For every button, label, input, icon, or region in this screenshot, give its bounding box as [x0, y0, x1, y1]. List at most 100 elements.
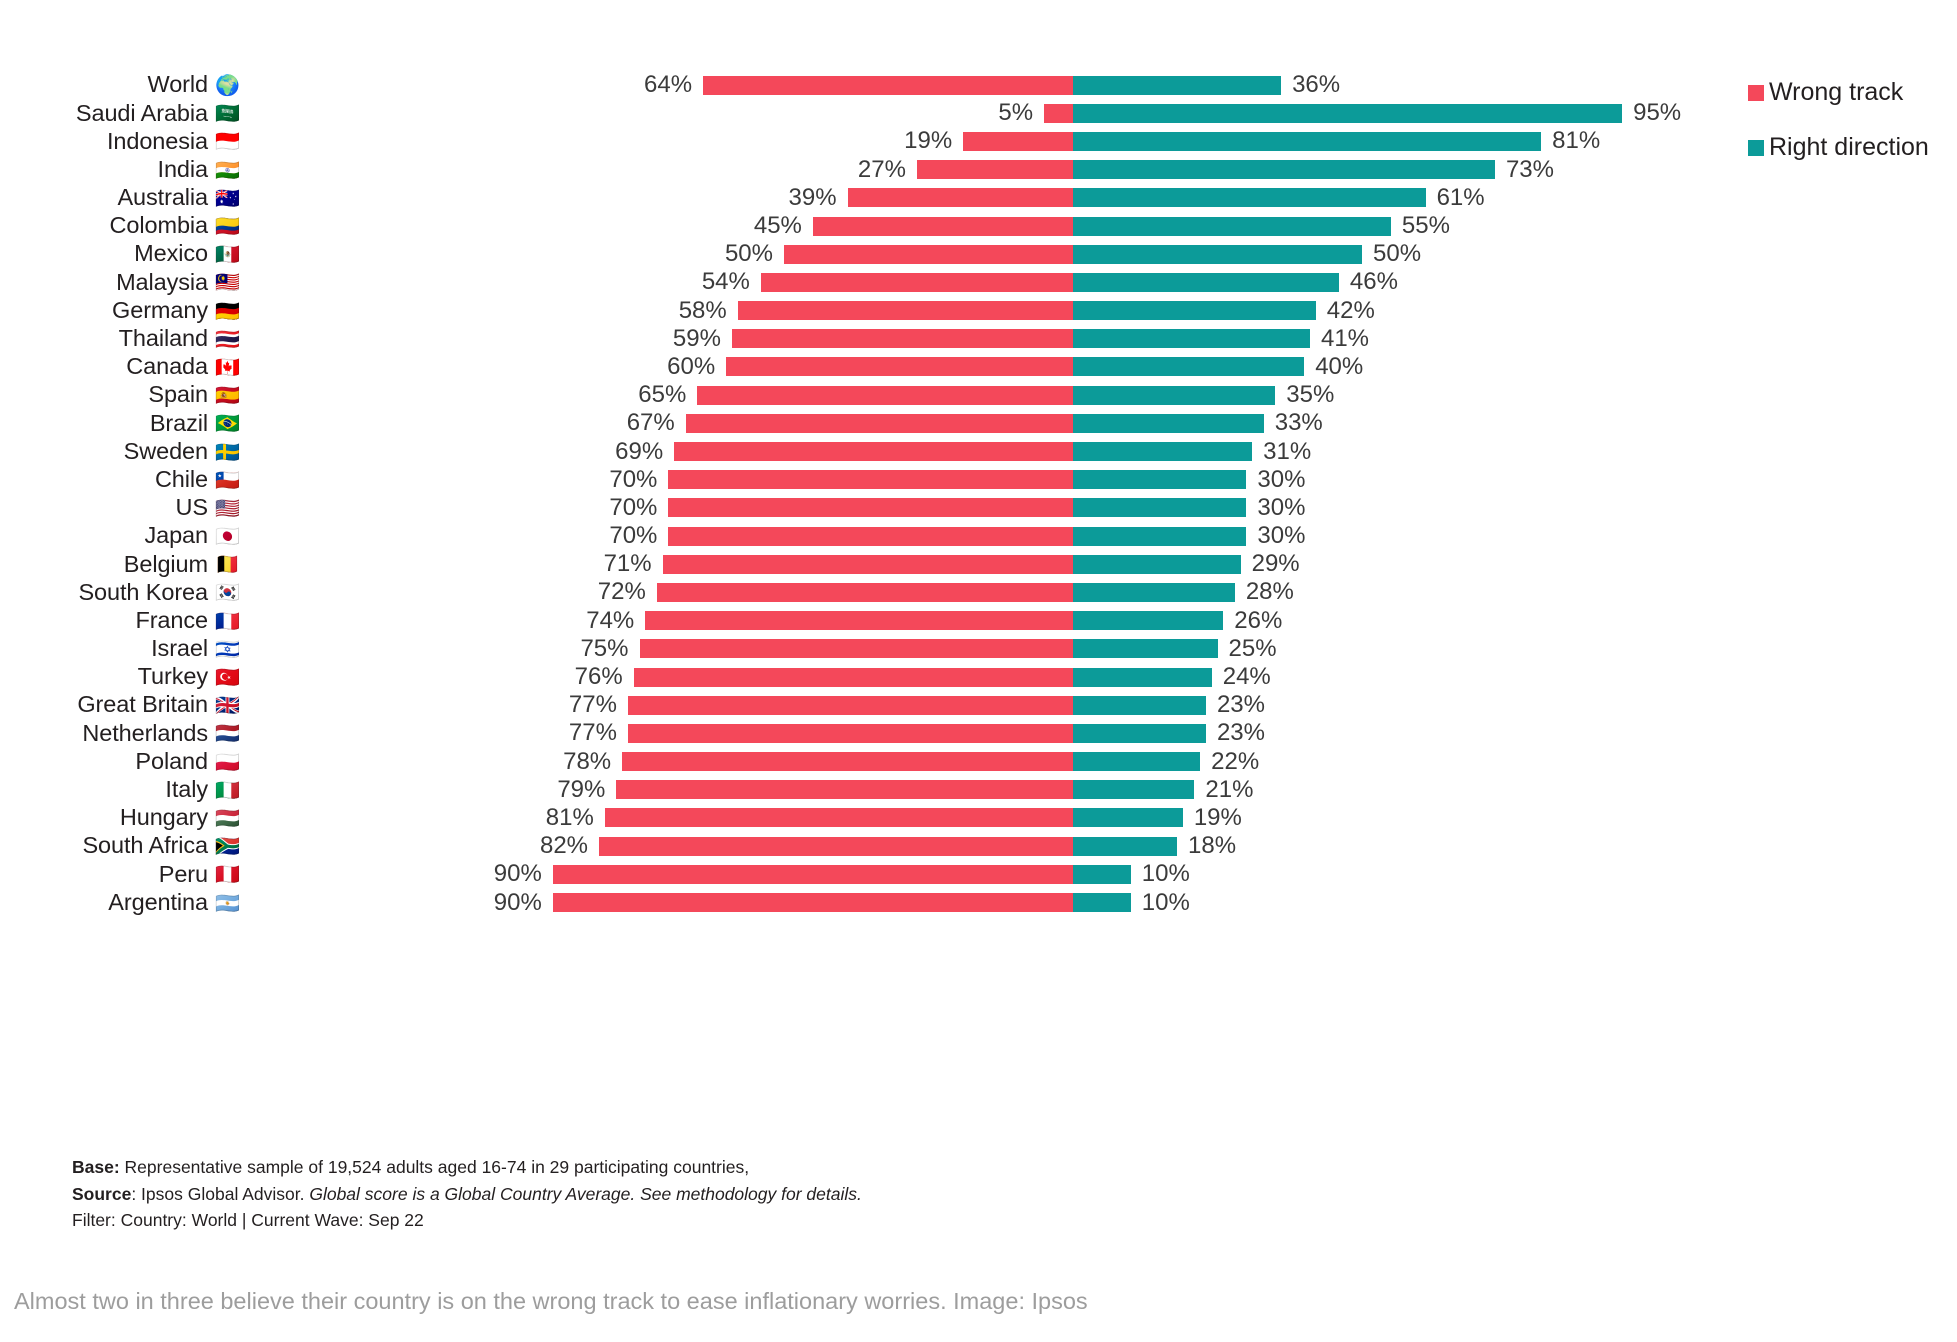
country-name: France	[135, 606, 208, 633]
bar-wrong-track	[662, 554, 1073, 574]
country-name: Netherlands	[82, 719, 208, 746]
value-label-wrong-track: 39%	[788, 183, 837, 211]
flag-poland: 🇵🇱	[215, 749, 240, 774]
chart-row: South Africa 🇿🇦 82% 18%	[0, 832, 1957, 860]
flag-israel: 🇮🇱	[215, 636, 240, 661]
value-label-wrong-track: 74%	[586, 606, 635, 634]
row-plot: 79% 21%	[0, 776, 1957, 804]
row-plot: 90% 10%	[0, 888, 1957, 916]
chart-row: Japan 🇯🇵 70% 30%	[0, 522, 1957, 550]
bar-wrong-track	[656, 582, 1073, 602]
bar-right-direction	[1073, 442, 1253, 462]
flag-south-africa: 🇿🇦	[215, 834, 240, 859]
value-label-wrong-track: 67%	[626, 409, 675, 437]
legend-item-wrong-track[interactable]: Wrong track	[1748, 78, 1957, 107]
bar-wrong-track	[552, 893, 1073, 913]
country-name: Argentina	[108, 888, 208, 915]
bar-right-direction	[1073, 301, 1316, 321]
country-name: Japan	[144, 522, 208, 549]
bar-wrong-track	[812, 216, 1073, 236]
chart-row: Israel 🇮🇱 75% 25%	[0, 635, 1957, 663]
value-label-right-direction: 24%	[1222, 663, 1271, 691]
country-name: Colombia	[109, 212, 209, 239]
bar-wrong-track	[604, 808, 1073, 828]
row-plot: 59% 41%	[0, 325, 1957, 353]
bar-right-direction	[1073, 639, 1218, 659]
flag-malaysia: 🇲🇾	[215, 270, 240, 295]
country-label-cell: US 🇺🇸	[0, 494, 255, 522]
value-label-wrong-track: 77%	[568, 719, 617, 747]
bar-right-direction	[1073, 582, 1235, 602]
footnote-source: Source: Ipsos Global Advisor. Global sco…	[72, 1181, 1472, 1208]
bar-right-direction	[1073, 695, 1206, 715]
bar-wrong-track	[622, 752, 1073, 772]
chart-row: Poland 🇵🇱 78% 22%	[0, 748, 1957, 776]
legend-label: Right direction	[1769, 133, 1929, 161]
flag-saudi-arabia: 🇸🇦	[215, 101, 240, 126]
row-plot: 77% 23%	[0, 719, 1957, 747]
row-plot: 19% 81%	[0, 127, 1957, 155]
flag-chile: 🇨🇱	[215, 467, 240, 492]
flag-belgium: 🇧🇪	[215, 552, 240, 577]
value-label-right-direction: 23%	[1216, 719, 1265, 747]
country-label-cell: Italy 🇮🇹	[0, 776, 255, 804]
chart-row: Turkey 🇹🇷 76% 24%	[0, 663, 1957, 691]
chart-row: Netherlands 🇳🇱 77% 23%	[0, 719, 1957, 747]
value-label-right-direction: 31%	[1263, 437, 1312, 465]
country-label-cell: Malaysia 🇲🇾	[0, 268, 255, 296]
flag-great-britain: 🇬🇧	[215, 693, 240, 718]
bar-wrong-track	[784, 244, 1073, 264]
row-plot: 90% 10%	[0, 860, 1957, 888]
bar-right-direction	[1073, 752, 1201, 772]
value-label-wrong-track: 71%	[603, 550, 652, 578]
chart-row: Chile 🇨🇱 70% 30%	[0, 466, 1957, 494]
bar-right-direction	[1073, 244, 1362, 264]
country-name: Spain	[148, 381, 208, 408]
flag-canada: 🇨🇦	[215, 354, 240, 379]
chart-rows: World 🌍 64% 36% Saudi Arabia 🇸🇦 5% 95% Indonesia…	[0, 71, 1957, 917]
bar-wrong-track	[685, 413, 1073, 433]
country-label-cell: Japan 🇯🇵	[0, 522, 255, 550]
bar-right-direction	[1073, 272, 1339, 292]
flag-india: 🇮🇳	[215, 157, 240, 182]
country-label-cell: Thailand 🇹🇭	[0, 325, 255, 353]
flag-us: 🇺🇸	[215, 495, 240, 520]
flag-spain: 🇪🇸	[215, 383, 240, 408]
image-caption: Almost two in three believe their countr…	[14, 1288, 1088, 1314]
value-label-right-direction: 40%	[1315, 352, 1364, 380]
row-plot: 71% 29%	[0, 550, 1957, 578]
country-name: Germany	[112, 296, 208, 323]
row-plot: 45% 55%	[0, 212, 1957, 240]
flag-colombia: 🇨🇴	[215, 214, 240, 239]
bar-right-direction	[1073, 836, 1178, 856]
value-label-right-direction: 41%	[1320, 324, 1370, 352]
country-name: Malaysia	[116, 268, 208, 295]
value-label-wrong-track: 70%	[609, 465, 658, 493]
value-label-right-direction: 25%	[1228, 634, 1277, 662]
footnote-source-italic: Global score is a Global Country Average…	[309, 1183, 862, 1204]
country-name: World	[147, 71, 209, 98]
country-label-cell: World 🌍	[0, 71, 255, 99]
row-plot: 76% 24%	[0, 663, 1957, 691]
bar-right-direction	[1073, 611, 1224, 631]
legend-item-right-direction[interactable]: Right direction	[1748, 133, 1957, 162]
chart-row: World 🌍 64% 36%	[0, 71, 1957, 99]
value-label-right-direction: 10%	[1141, 860, 1190, 888]
flag-italy: 🇮🇹	[215, 777, 240, 802]
bar-wrong-track	[916, 160, 1073, 180]
value-label-wrong-track: 5%	[998, 99, 1034, 127]
bar-right-direction	[1073, 188, 1426, 208]
value-label-right-direction: 61%	[1436, 183, 1485, 211]
value-label-right-direction: 81%	[1552, 127, 1601, 155]
country-name: Indonesia	[106, 127, 208, 154]
chart-row: Italy 🇮🇹 79% 21%	[0, 776, 1957, 804]
country-name: Brazil	[149, 409, 208, 436]
bar-right-direction	[1073, 780, 1195, 800]
value-label-right-direction: 42%	[1326, 296, 1375, 324]
bar-wrong-track	[731, 329, 1073, 349]
country-label-cell: Spain 🇪🇸	[0, 381, 255, 409]
bar-wrong-track	[616, 780, 1073, 800]
value-label-wrong-track: 70%	[609, 493, 658, 521]
chart-row: Belgium 🇧🇪 71% 29%	[0, 550, 1957, 578]
flag-turkey: 🇹🇷	[215, 665, 240, 690]
